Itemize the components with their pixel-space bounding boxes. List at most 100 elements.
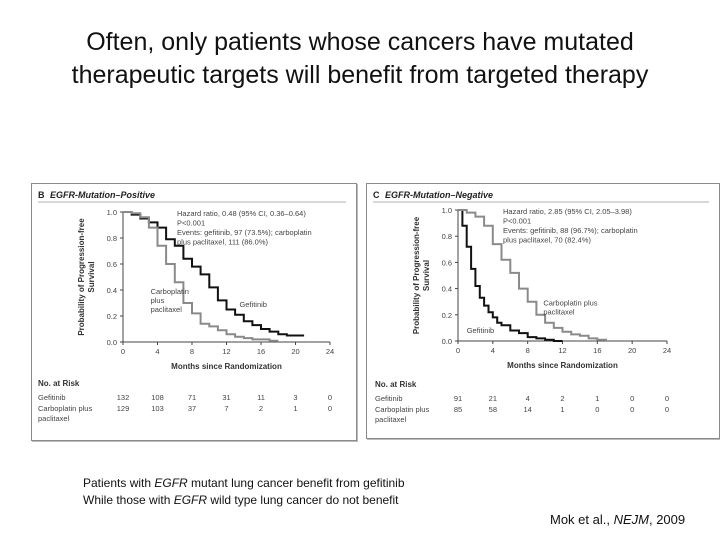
x-tick-label: 16: [257, 347, 265, 356]
curve-label: plus: [151, 296, 165, 305]
risk-row-label: Gefitinib: [38, 393, 66, 402]
y-tick-label: 0.4: [107, 286, 117, 295]
caption-line-1-gene: EGFR: [154, 476, 188, 490]
y-axis-label-line-2: Survival: [422, 260, 431, 291]
caption-line-2-gene: EGFR: [173, 493, 208, 507]
y-tick-label: 0.0: [107, 338, 117, 347]
curve-label: Carboplatin plus: [543, 299, 597, 308]
km-curve-carboplatin: [123, 211, 279, 342]
x-tick-label: 24: [326, 347, 334, 356]
risk-row-label: paclitaxel: [375, 415, 407, 424]
y-tick-label: 0.8: [107, 234, 117, 243]
panel-title: EGFR-Mutation–Negative: [385, 190, 493, 200]
x-tick-label: 24: [663, 346, 671, 355]
y-tick-label: 0.2: [442, 311, 452, 320]
risk-row-label: Gefitinib: [375, 394, 403, 403]
x-tick-label: 12: [222, 347, 230, 356]
km-curve-gefitinib: [458, 209, 563, 342]
risk-value: 7: [224, 404, 228, 413]
y-tick-label: 0.8: [442, 232, 452, 241]
stats-annotation-line: Events: gefitinib, 97 (73.5%); carboplat…: [177, 228, 312, 237]
slide-title-line-2: therapeutic targets will benefit from ta…: [71, 61, 649, 89]
citation: Mok et al., NEJM, 2009: [550, 512, 685, 527]
risk-value: 1: [560, 405, 564, 414]
risk-value: 1: [293, 404, 297, 413]
risk-value: 0: [595, 405, 599, 414]
risk-value: 0: [630, 394, 634, 403]
risk-value: 3: [293, 393, 297, 402]
risk-value: 21: [489, 394, 497, 403]
risk-value: 91: [454, 394, 462, 403]
km-plot-panel-b: B EGFR-Mutation–Positive 0.0 0.2 0.4 0.6 0.8 1.…: [31, 183, 357, 441]
risk-value: 37: [188, 404, 196, 413]
x-tick-label: 4: [491, 346, 495, 355]
y-axis-label-line-1: Probability of Progression-free: [77, 218, 86, 336]
x-tick-label: 8: [190, 347, 194, 356]
risk-value: 71: [188, 393, 196, 402]
risk-value: 1: [595, 394, 599, 403]
risk-value: 58: [489, 405, 497, 414]
y-tick-label: 0.6: [107, 260, 117, 269]
risk-row-label: Carboplatin plus: [38, 404, 92, 413]
km-plot-c-svg: C EGFR-Mutation–Negative 0.0 0.2 0.4 0.6 0.8 1.…: [373, 190, 709, 424]
y-tick-label: 0.2: [107, 312, 117, 321]
y-axis-label-line-2: Survival: [87, 261, 96, 292]
y-tick-label: 1.0: [442, 206, 452, 215]
risk-value: 108: [151, 393, 164, 402]
risk-value: 0: [328, 404, 332, 413]
slide-title-line-1: Often, only patients whose cancers have …: [86, 28, 634, 56]
y-axis-label-line-1: Probability of Progression-free: [412, 216, 421, 334]
x-tick-label: 20: [291, 347, 299, 356]
risk-value: 0: [665, 405, 669, 414]
stats-annotation-line: Events: gefitinib, 88 (96.7%); carboplat…: [503, 226, 638, 235]
km-plot-b-svg: B EGFR-Mutation–Positive 0.0 0.2 0.4 0.6 0.8 1.…: [38, 190, 346, 423]
km-plot-panel-c: C EGFR-Mutation–Negative 0.0 0.2 0.4 0.6 0.8 1.…: [366, 183, 720, 439]
citation-journal: NEJM: [613, 512, 649, 527]
risk-row-label: paclitaxel: [38, 414, 70, 423]
y-tick-label: 0.0: [442, 337, 452, 346]
caption-line-1: Patients with EGFR mutant lung cancer be…: [83, 475, 405, 492]
risk-value: 4: [526, 394, 530, 403]
curve-label: paclitaxel: [543, 308, 575, 317]
x-tick-label: 16: [593, 346, 601, 355]
caption-line-2-post: wild type lung cancer do not benefit: [207, 493, 399, 507]
risk-value: 129: [117, 404, 130, 413]
risk-table-title: No. at Risk: [375, 380, 417, 389]
risk-table-title: No. at Risk: [38, 379, 80, 388]
panel-letter: C: [373, 190, 380, 200]
risk-value: 2: [560, 394, 564, 403]
x-tick-label: 20: [628, 346, 636, 355]
risk-value: 85: [454, 405, 462, 414]
slide-title: Often, only patients whose cancers have …: [0, 26, 720, 92]
panel-title: EGFR-Mutation–Positive: [50, 190, 155, 200]
km-curve-carboplatin: [458, 209, 607, 341]
citation-year: , 2009: [648, 512, 686, 527]
slide-caption: Patients with EGFR mutant lung cancer be…: [83, 475, 405, 509]
curve-label: Gefitinib: [239, 300, 267, 309]
curve-label: Gefitinib: [467, 326, 495, 335]
stats-annotation-line: P<0.001: [177, 219, 205, 228]
curve-label: Carboplatin: [151, 287, 189, 296]
risk-value: 132: [117, 393, 130, 402]
risk-value: 0: [630, 405, 634, 414]
curve-label: paclitaxel: [151, 305, 183, 314]
stats-annotation-line: Hazard ratio, 2.85 (95% CI, 2.05–3.98): [503, 207, 632, 216]
stats-annotation-line: plus paclitaxel, 70 (82.4%): [503, 236, 591, 245]
caption-line-1-pre: Patients with: [83, 476, 155, 490]
y-tick-label: 0.6: [442, 258, 452, 267]
stats-annotation-line: plus paclitaxel, 111 (86.0%): [177, 238, 269, 247]
risk-row-label: Carboplatin plus: [375, 405, 429, 414]
x-axis-label: Months since Randomization: [171, 362, 282, 371]
risk-value: 2: [259, 404, 263, 413]
x-tick-label: 12: [558, 346, 566, 355]
citation-authors: Mok et al.,: [550, 512, 614, 527]
stats-annotation-line: Hazard ratio, 0.48 (95% CI, 0.36–0.64): [177, 209, 306, 218]
risk-value: 31: [222, 393, 230, 402]
risk-value: 0: [665, 394, 669, 403]
risk-value: 14: [523, 405, 531, 414]
caption-line-2: While those with EGFR wild type lung can…: [83, 492, 405, 509]
x-tick-label: 0: [121, 347, 125, 356]
caption-line-1-post: mutant lung cancer benefit from gefitini…: [187, 476, 405, 490]
panel-letter: B: [38, 190, 45, 200]
km-curve-gefitinib: [123, 211, 305, 337]
